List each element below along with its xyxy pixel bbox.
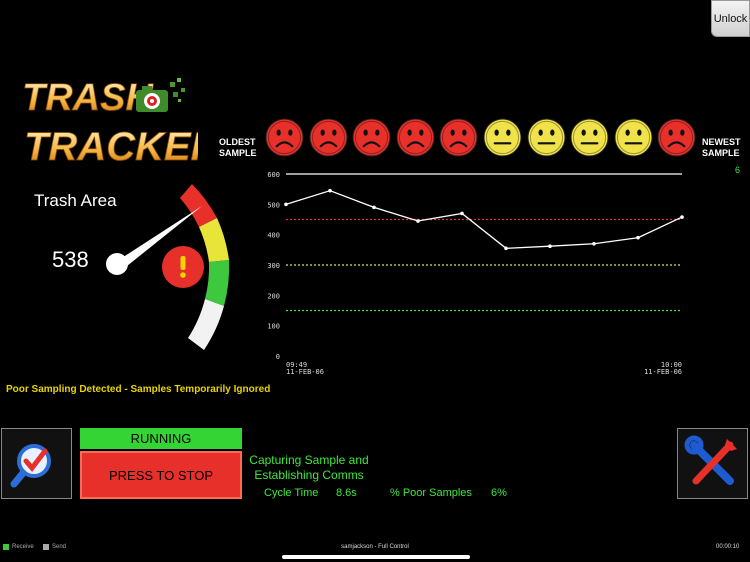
trash-area-label: Trash Area <box>34 191 117 210</box>
poor-sampling-warning: Poor Sampling Detected - Samples Tempora… <box>6 384 271 395</box>
search-button[interactable] <box>1 428 72 499</box>
send-icon <box>43 544 49 550</box>
newest-sample-count: 6 <box>735 165 741 175</box>
x-start-date: 11-FEB-06 <box>286 368 324 376</box>
data-point <box>416 219 420 223</box>
trash-gauge <box>106 184 230 350</box>
gauge-yellow-zone <box>199 218 229 262</box>
sad-face-icon <box>439 118 478 157</box>
sad-face-icon <box>352 118 391 157</box>
gauge-green-zone <box>205 260 230 306</box>
cycle-time-label: Cycle Time <box>264 487 319 499</box>
send-label: Send <box>52 544 67 550</box>
neutral-face-icon <box>483 118 522 157</box>
neutral-face-icon <box>614 118 653 157</box>
y-tick-label: 100 <box>267 323 280 331</box>
elapsed-time: 00:00:10 <box>716 544 740 550</box>
send-indicator: Send <box>43 544 66 550</box>
running-status: RUNNING <box>80 428 242 449</box>
neutral-face-icon <box>527 118 566 157</box>
data-point <box>680 215 684 219</box>
oldest-sample-label: OLDEST SAMPLE <box>219 137 263 159</box>
tools-icon <box>684 435 737 485</box>
x-start-time: 09:49 <box>286 361 307 369</box>
camera-icon <box>136 78 185 112</box>
sad-face-icon <box>309 118 348 157</box>
data-point <box>284 202 288 207</box>
gauge-white-zone <box>188 299 224 350</box>
trash-area-value: 538 <box>52 247 89 272</box>
poor-samples-value: 6% <box>491 487 507 499</box>
y-tick-label: 600 <box>267 171 280 179</box>
unlock-button[interactable]: Unlock <box>711 0 750 37</box>
cycle-time-value: 8.6s <box>336 487 357 499</box>
y-tick-label: 300 <box>267 262 280 270</box>
capture-status: Capturing Sample and Establishing Comms <box>244 453 374 483</box>
user-status: samjackson - Full Control <box>341 544 409 550</box>
logo-line2: TRACKER <box>24 125 198 169</box>
series-line <box>285 189 683 249</box>
data-point <box>328 188 332 193</box>
y-tick-label: 500 <box>267 201 280 209</box>
x-end-time: 10:00 <box>661 361 682 369</box>
status-line1: Capturing Sample and <box>249 453 369 467</box>
gauge-red-zone <box>180 184 217 227</box>
receive-indicator: Receive <box>3 544 34 550</box>
data-point <box>636 235 640 240</box>
gauge-pivot <box>106 253 128 275</box>
home-indicator[interactable] <box>282 555 470 559</box>
receive-icon <box>3 544 9 550</box>
newest-line1: NEWEST <box>702 137 741 147</box>
data-point <box>592 241 596 246</box>
settings-tools-button[interactable] <box>677 428 748 499</box>
y-tick-label: 400 <box>267 232 280 240</box>
newest-line2: SAMPLE <box>702 148 740 158</box>
sad-face-icon <box>657 118 696 157</box>
poor-samples-label: % Poor Samples <box>390 487 472 499</box>
data-point <box>548 244 552 248</box>
data-point <box>372 205 376 210</box>
x-end-date: 11-FEB-06 <box>644 368 682 376</box>
status-line2: Establishing Comms <box>254 468 364 482</box>
data-point <box>460 211 464 216</box>
oldest-line1: OLDEST <box>219 137 256 147</box>
magnifier-check-icon <box>10 444 51 488</box>
oldest-line2: SAMPLE <box>219 148 257 158</box>
neutral-face-icon <box>570 118 609 157</box>
trash-tracker-logo: TRASH TRACKER <box>22 77 198 170</box>
newest-sample-label: NEWEST SAMPLE <box>702 137 750 159</box>
exclamation-icon <box>162 246 204 288</box>
data-point <box>504 246 508 251</box>
receive-label: Receive <box>12 544 34 550</box>
y-tick-label: 200 <box>267 292 280 300</box>
y-tick-label: 0 <box>276 353 280 361</box>
sad-face-icon <box>396 118 435 157</box>
trash-area-chart: 600500400300200100009:4911-FEB-0610:0011… <box>267 171 684 376</box>
logo-line1: TRASH <box>22 77 154 119</box>
press-to-stop-button[interactable]: PRESS TO STOP <box>80 451 242 499</box>
gauge-needle <box>114 206 202 270</box>
sad-face-icon <box>265 118 304 157</box>
